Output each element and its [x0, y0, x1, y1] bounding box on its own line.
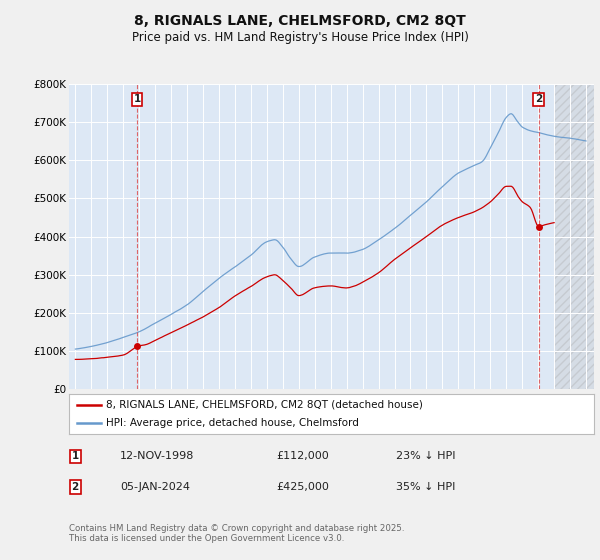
Text: 2: 2	[535, 94, 542, 104]
Text: Contains HM Land Registry data © Crown copyright and database right 2025.
This d: Contains HM Land Registry data © Crown c…	[69, 524, 404, 543]
Text: 1: 1	[134, 94, 141, 104]
Text: 8, RIGNALS LANE, CHELMSFORD, CM2 8QT (detached house): 8, RIGNALS LANE, CHELMSFORD, CM2 8QT (de…	[106, 400, 422, 409]
Text: 23% ↓ HPI: 23% ↓ HPI	[396, 451, 455, 461]
Bar	[554, 84, 594, 389]
Text: 05-JAN-2024: 05-JAN-2024	[120, 482, 190, 492]
Text: 2: 2	[71, 482, 79, 492]
Text: 1: 1	[71, 451, 79, 461]
Text: 8, RIGNALS LANE, CHELMSFORD, CM2 8QT: 8, RIGNALS LANE, CHELMSFORD, CM2 8QT	[134, 14, 466, 28]
Text: 12-NOV-1998: 12-NOV-1998	[120, 451, 194, 461]
Text: 35% ↓ HPI: 35% ↓ HPI	[396, 482, 455, 492]
Text: HPI: Average price, detached house, Chelmsford: HPI: Average price, detached house, Chel…	[106, 418, 359, 428]
Text: £425,000: £425,000	[276, 482, 329, 492]
Text: Price paid vs. HM Land Registry's House Price Index (HPI): Price paid vs. HM Land Registry's House …	[131, 31, 469, 44]
Text: £112,000: £112,000	[276, 451, 329, 461]
